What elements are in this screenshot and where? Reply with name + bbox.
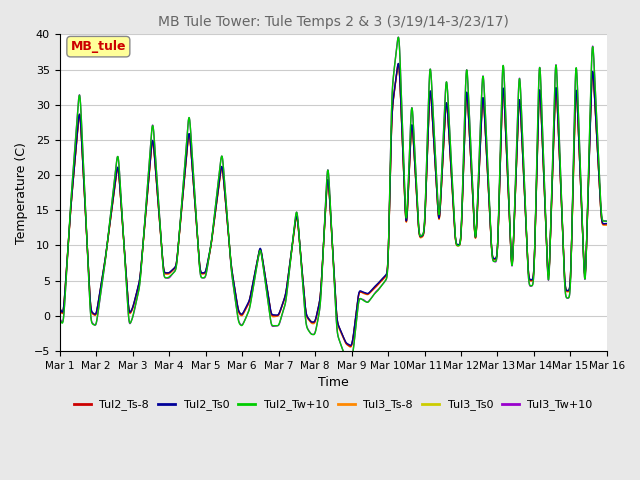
Tul2_Ts-8 [156, 212, 163, 217]
Tul3_Ts0 [156, 211, 163, 217]
Line: Tul3_Tw+10: Tul3_Tw+10 [60, 37, 607, 361]
Tul2_Ts0 [347, 343, 355, 348]
Tul2_Ts-8 [412, 180, 420, 185]
Tul2_Ts-8 [56, 307, 63, 313]
Tul3_Ts-8 [156, 213, 163, 218]
Tul2_Ts0 [603, 221, 611, 227]
Tul3_Ts-8 [347, 344, 355, 350]
Tul3_Tw+10 [412, 170, 420, 176]
Tul2_Tw+10 [384, 258, 392, 264]
Tul3_Ts-8 [506, 227, 514, 232]
Tul3_Ts0 [394, 61, 402, 67]
Line: Tul2_Ts0: Tul2_Ts0 [60, 63, 607, 346]
Tul3_Ts0 [412, 179, 420, 185]
Tul3_Tw+10 [346, 358, 354, 364]
Tul2_Ts0 [156, 211, 163, 216]
X-axis label: Time: Time [318, 376, 349, 389]
Tul3_Ts-8 [56, 307, 63, 313]
Tul3_Ts0 [506, 225, 514, 231]
Tul2_Tw+10 [412, 169, 420, 175]
Tul2_Ts-8 [603, 221, 611, 227]
Tul3_Ts-8 [465, 108, 472, 114]
Tul3_Tw+10 [603, 218, 611, 224]
Tul3_Tw+10 [394, 34, 402, 40]
Title: MB Tule Tower: Tule Temps 2 & 3 (3/19/14-3/23/17): MB Tule Tower: Tule Temps 2 & 3 (3/19/14… [158, 15, 509, 29]
Tul2_Ts-8 [465, 108, 472, 114]
Tul2_Ts0 [394, 60, 402, 66]
Tul3_Ts0 [56, 307, 63, 312]
Tul2_Tw+10 [394, 35, 402, 40]
Tul3_Tw+10 [56, 316, 63, 322]
Tul3_Ts-8 [412, 180, 420, 186]
Line: Tul3_Ts-8: Tul3_Ts-8 [60, 65, 607, 347]
Legend: Tul2_Ts-8, Tul2_Ts0, Tul2_Tw+10, Tul3_Ts-8, Tul3_Ts0, Tul3_Tw+10: Tul2_Ts-8, Tul2_Ts0, Tul2_Tw+10, Tul3_Ts… [69, 395, 597, 415]
Tul3_Tw+10 [265, 305, 273, 311]
Tul2_Ts-8 [394, 61, 402, 67]
Tul3_Tw+10 [506, 224, 514, 229]
Tul3_Ts0 [384, 256, 392, 262]
Tul3_Ts-8 [384, 258, 392, 264]
Tul2_Ts0 [384, 256, 392, 262]
Line: Tul2_Tw+10: Tul2_Tw+10 [60, 37, 607, 361]
Tul3_Ts-8 [265, 298, 273, 303]
Tul2_Ts-8 [265, 297, 273, 303]
Tul2_Ts0 [506, 225, 514, 230]
Tul3_Tw+10 [465, 87, 472, 93]
Tul2_Ts-8 [347, 344, 355, 349]
Tul2_Tw+10 [156, 207, 163, 213]
Text: MB_tule: MB_tule [70, 40, 126, 53]
Tul2_Tw+10 [465, 87, 472, 93]
Tul2_Ts0 [412, 178, 420, 184]
Tul2_Ts0 [56, 306, 63, 312]
Y-axis label: Temperature (C): Temperature (C) [15, 142, 28, 243]
Tul2_Tw+10 [56, 317, 63, 323]
Tul3_Ts0 [465, 108, 472, 113]
Tul3_Ts0 [265, 296, 273, 302]
Line: Tul3_Ts0: Tul3_Ts0 [60, 64, 607, 346]
Tul2_Ts-8 [384, 256, 392, 262]
Tul2_Ts0 [465, 107, 472, 113]
Tul3_Tw+10 [384, 259, 392, 264]
Tul3_Ts-8 [603, 222, 611, 228]
Tul3_Ts0 [603, 221, 611, 227]
Tul2_Ts-8 [506, 226, 514, 231]
Tul3_Tw+10 [156, 207, 163, 213]
Tul2_Tw+10 [347, 359, 355, 364]
Tul3_Ts-8 [394, 62, 402, 68]
Tul2_Tw+10 [603, 218, 611, 224]
Tul3_Ts0 [347, 343, 355, 349]
Line: Tul2_Ts-8: Tul2_Ts-8 [60, 64, 607, 347]
Tul2_Ts0 [265, 296, 273, 302]
Tul2_Tw+10 [265, 304, 273, 310]
Tul2_Tw+10 [506, 222, 514, 228]
